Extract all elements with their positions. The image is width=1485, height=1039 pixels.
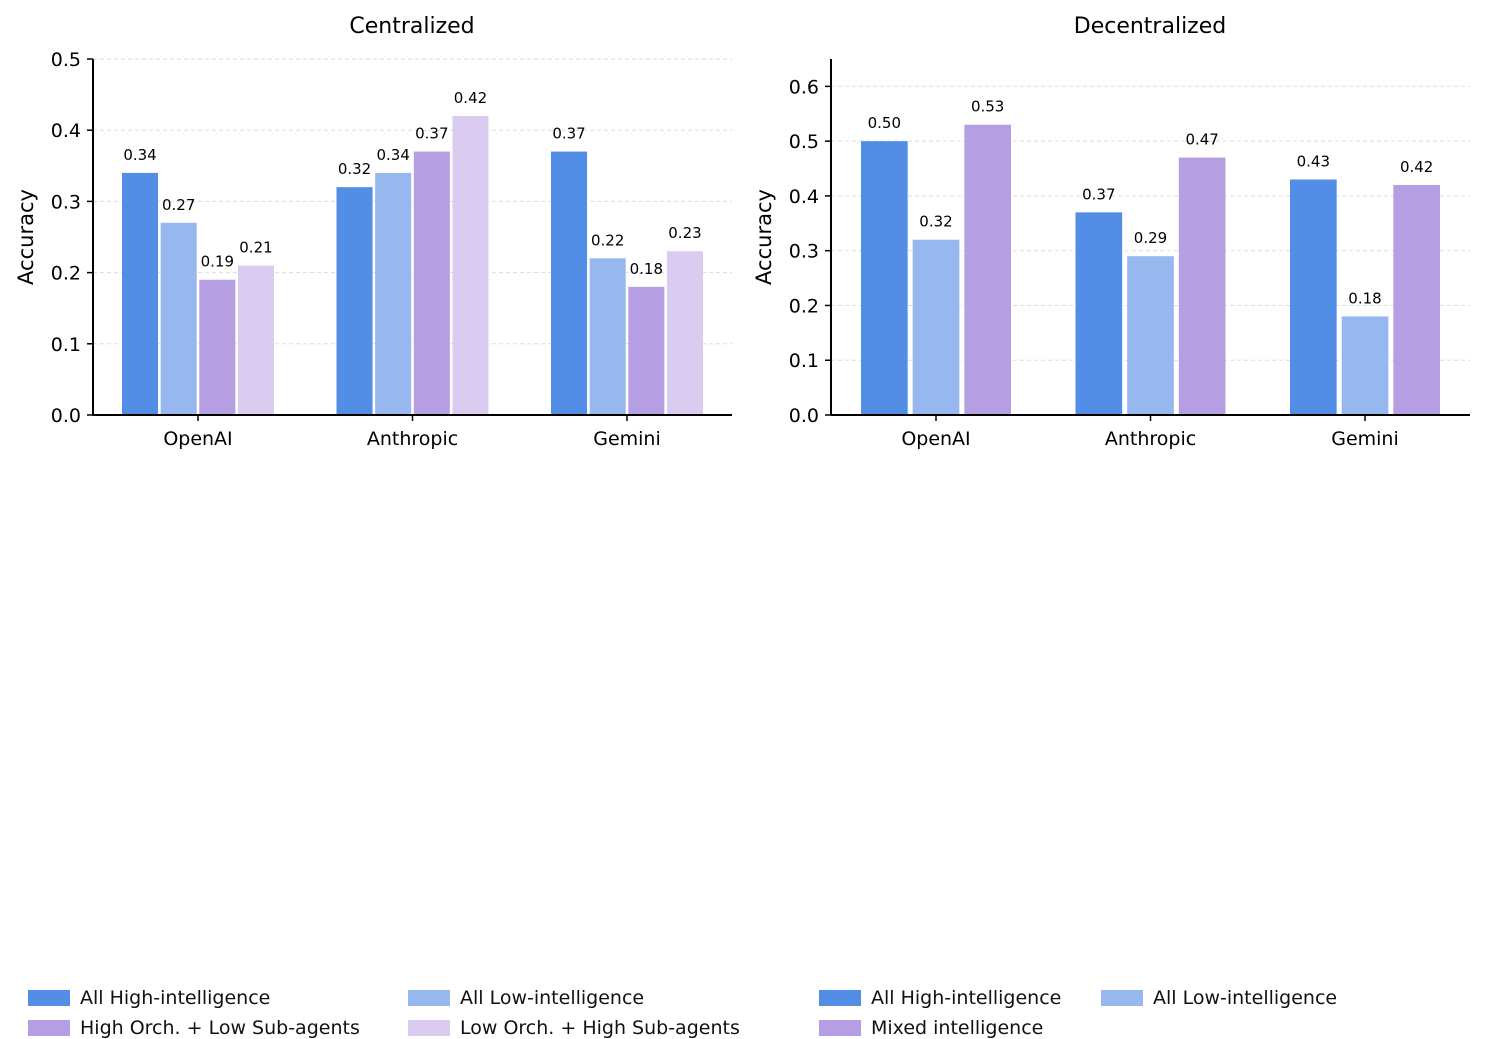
bar-value-label: 0.43 <box>1297 152 1330 170</box>
legend-swatch <box>28 1020 70 1036</box>
y-tick-label: 0.3 <box>789 241 819 263</box>
chart-title: Decentralized <box>1074 14 1226 39</box>
bar <box>160 222 197 415</box>
bar <box>1393 184 1440 415</box>
y-tick-label: 0.1 <box>51 334 81 356</box>
bar <box>964 124 1011 415</box>
bar-value-label: 0.19 <box>201 253 234 271</box>
y-tick-label: 0.4 <box>789 186 819 208</box>
bar-value-label: 0.50 <box>868 114 901 132</box>
bar <box>413 151 450 415</box>
legend-label: Low Orch. + High Sub-agents <box>460 1017 740 1039</box>
y-axis-label: Accuracy <box>752 189 776 285</box>
bar <box>1290 179 1337 415</box>
bar <box>237 265 274 415</box>
legend-swatch <box>819 990 861 1006</box>
legend-swatch <box>28 990 70 1006</box>
bar-value-label: 0.23 <box>668 224 701 242</box>
bar-value-label: 0.34 <box>123 146 156 164</box>
bar <box>375 172 412 415</box>
bar <box>336 187 373 415</box>
x-tick-label: OpenAI <box>901 428 970 450</box>
legend-label: All Low-intelligence <box>460 987 645 1009</box>
bar-value-label: 0.53 <box>971 98 1004 116</box>
x-tick-label: OpenAI <box>163 428 232 450</box>
y-tick-label: 0.1 <box>789 350 819 372</box>
bar-value-label: 0.37 <box>1082 185 1115 203</box>
bar <box>1075 212 1123 415</box>
x-tick-label: Anthropic <box>367 428 458 450</box>
x-tick-label: Gemini <box>593 428 661 450</box>
bar <box>589 258 626 415</box>
bar-value-label: 0.29 <box>1134 229 1167 247</box>
bar <box>666 251 703 415</box>
bar <box>1178 157 1226 416</box>
y-tick-label: 0.0 <box>789 405 819 427</box>
y-tick-label: 0.5 <box>789 131 819 153</box>
bar <box>912 239 960 415</box>
legend-label: All High-intelligence <box>80 987 271 1009</box>
legend-item-low-orch: Low Orch. + High Sub-agents <box>408 1017 740 1039</box>
x-tick-label: Gemini <box>1331 428 1399 450</box>
bar-value-label: 0.42 <box>454 89 487 107</box>
bar-value-label: 0.47 <box>1185 131 1218 149</box>
bar-value-label: 0.34 <box>376 146 409 164</box>
charts-canvas: 0.0 0.1 0.2 0.3 0.4 0.5 0.34 0.32 0.37 0.27 0.34 0.… <box>14 14 1470 450</box>
bar-value-label: 0.18 <box>630 260 663 278</box>
bar <box>452 115 489 416</box>
legend-item-all-high: All High-intelligence <box>819 987 1061 1009</box>
y-tick-label: 0.4 <box>51 120 81 142</box>
x-tick-label: Anthropic <box>1105 428 1196 450</box>
legend-label: High Orch. + Low Sub-agents <box>80 1017 360 1039</box>
bar-value-label: 0.22 <box>591 231 624 249</box>
bar <box>1127 256 1174 415</box>
y-axis-label: Accuracy <box>14 189 38 285</box>
bar <box>199 279 236 415</box>
legend-item-all-low: All Low-intelligence <box>408 987 644 1009</box>
legend-label: All Low-intelligence <box>1153 987 1338 1009</box>
y-tick-label: 0.6 <box>789 76 819 98</box>
legend-swatch <box>408 990 450 1006</box>
bar <box>861 141 908 415</box>
legend-item-all-high: All High-intelligence <box>28 987 270 1009</box>
bar-value-label: 0.37 <box>415 125 448 143</box>
y-tick-label: 0.5 <box>51 49 81 71</box>
legend-label: Mixed intelligence <box>871 1017 1044 1039</box>
y-tick-label: 0.2 <box>51 263 81 285</box>
y-tick-label: 0.0 <box>51 405 81 427</box>
bar <box>551 151 588 415</box>
figure: 0.0 0.1 0.2 0.3 0.4 0.5 0.34 0.32 0.37 0.27 0.34 0.… <box>14 14 1470 1039</box>
y-tick-label: 0.3 <box>51 191 81 213</box>
bar-value-label: 0.32 <box>338 160 371 178</box>
chart-title: Centralized <box>349 14 474 39</box>
legend-item-all-low: All Low-intelligence <box>1101 987 1337 1009</box>
bar-value-label: 0.18 <box>1348 289 1381 307</box>
legend-item-high-orch: High Orch. + Low Sub-agents <box>28 1017 360 1039</box>
legend-label: All High-intelligence <box>871 987 1062 1009</box>
bar <box>1341 316 1389 415</box>
legend-swatch <box>1101 990 1143 1006</box>
y-tick-label: 0.2 <box>789 295 819 317</box>
legend-item-mixed: Mixed intelligence <box>819 1017 1043 1039</box>
bar-value-label: 0.27 <box>162 196 195 214</box>
bar-value-label: 0.32 <box>919 213 952 231</box>
bar-value-label: 0.42 <box>1400 158 1433 176</box>
bar-value-label: 0.37 <box>552 125 585 143</box>
bar <box>628 286 665 415</box>
legend-swatch <box>819 1020 861 1036</box>
bar-value-label: 0.21 <box>239 238 272 256</box>
legend-swatch <box>408 1020 450 1036</box>
bar <box>122 172 159 415</box>
